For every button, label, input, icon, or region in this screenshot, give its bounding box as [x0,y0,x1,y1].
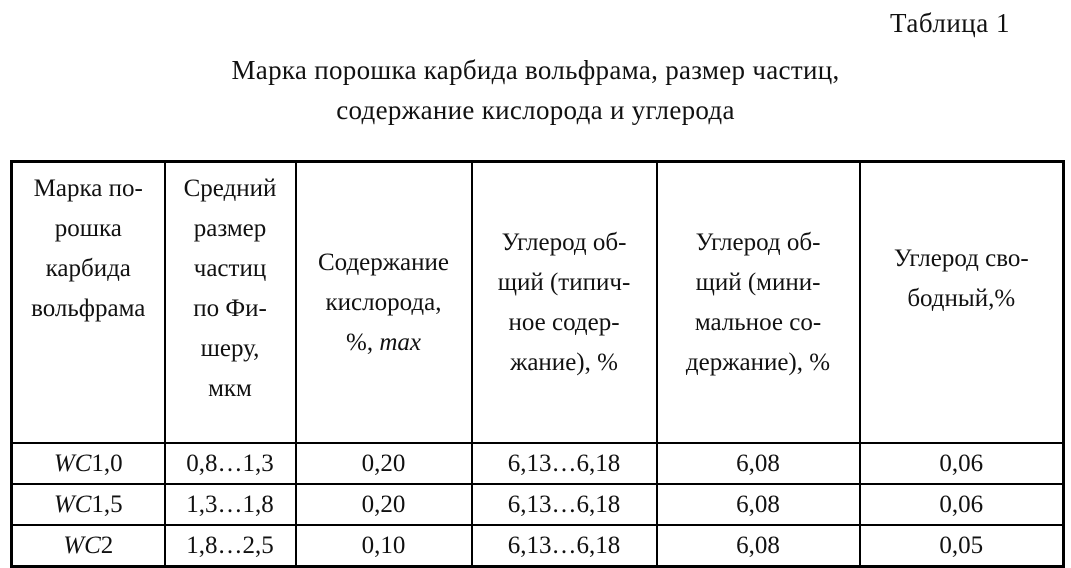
table-row: WC1,5 1,3…1,8 0,20 6,13…6,18 6,08 0,06 [10,483,1065,526]
cell-grade: WC2 [10,524,166,568]
cell-size: 1,3…1,8 [163,483,297,526]
cell-oxygen: 0,20 [294,442,473,485]
oxygen-header-max: max [379,328,421,356]
grade-prefix: WC [53,449,92,477]
cell-size: 1,8…2,5 [163,524,297,568]
cell-carbon-min: 6,08 [655,483,861,526]
table-title: Марка порошка карбида вольфрама, размер … [231,55,840,125]
cell-oxygen: 0,20 [294,483,473,526]
column-header-carbon-free: Углерод сво- бодный,% [858,160,1065,444]
carbide-powder-table: Марка по- рошка карбида вольфрама Средни… [10,160,1065,568]
grade-prefix: WC [53,490,92,518]
cell-grade: WC1,0 [10,442,166,485]
cell-carbon-min: 6,08 [655,524,861,568]
cell-carbon-typical: 6,13…6,18 [470,524,658,568]
column-header-oxygen: Содержание кислорода, %, max [294,160,473,444]
grade-suffix: 1,0 [91,449,123,477]
oxygen-header-text: Содержание кислорода, %, [318,248,449,356]
cell-carbon-typical: 6,13…6,18 [470,483,658,526]
grade-suffix: 1,5 [91,490,123,518]
cell-carbon-free: 0,05 [858,524,1065,568]
header-row: Марка по- рошка карбида вольфрама Средни… [10,160,1065,444]
cell-carbon-typical: 6,13…6,18 [470,442,658,485]
column-header-size: Средний размер частиц по Фи- шеру, мкм [163,160,297,444]
column-header-carbon-typical: Углерод об- щий (типич- ное содер- жание… [470,160,658,444]
column-header-carbon-min: Углерод об- щий (мини- мальное со- держа… [655,160,861,444]
table-number-label: Таблица 1 [890,8,1010,38]
cell-carbon-free: 0,06 [858,483,1065,526]
document-page: { "document": { "table_label": "Таблица … [10,8,1065,568]
table-row: WC2 1,8…2,5 0,10 6,13…6,18 6,08 0,05 [10,524,1065,568]
cell-carbon-min: 6,08 [655,442,861,485]
cell-grade: WC1,5 [10,483,166,526]
cell-oxygen: 0,10 [294,524,473,568]
cell-size: 0,8…1,3 [163,442,297,485]
column-header-grade: Марка по- рошка карбида вольфрама [10,160,166,444]
cell-carbon-free: 0,06 [858,442,1065,485]
table-row: WC1,0 0,8…1,3 0,20 6,13…6,18 6,08 0,06 [10,442,1065,485]
